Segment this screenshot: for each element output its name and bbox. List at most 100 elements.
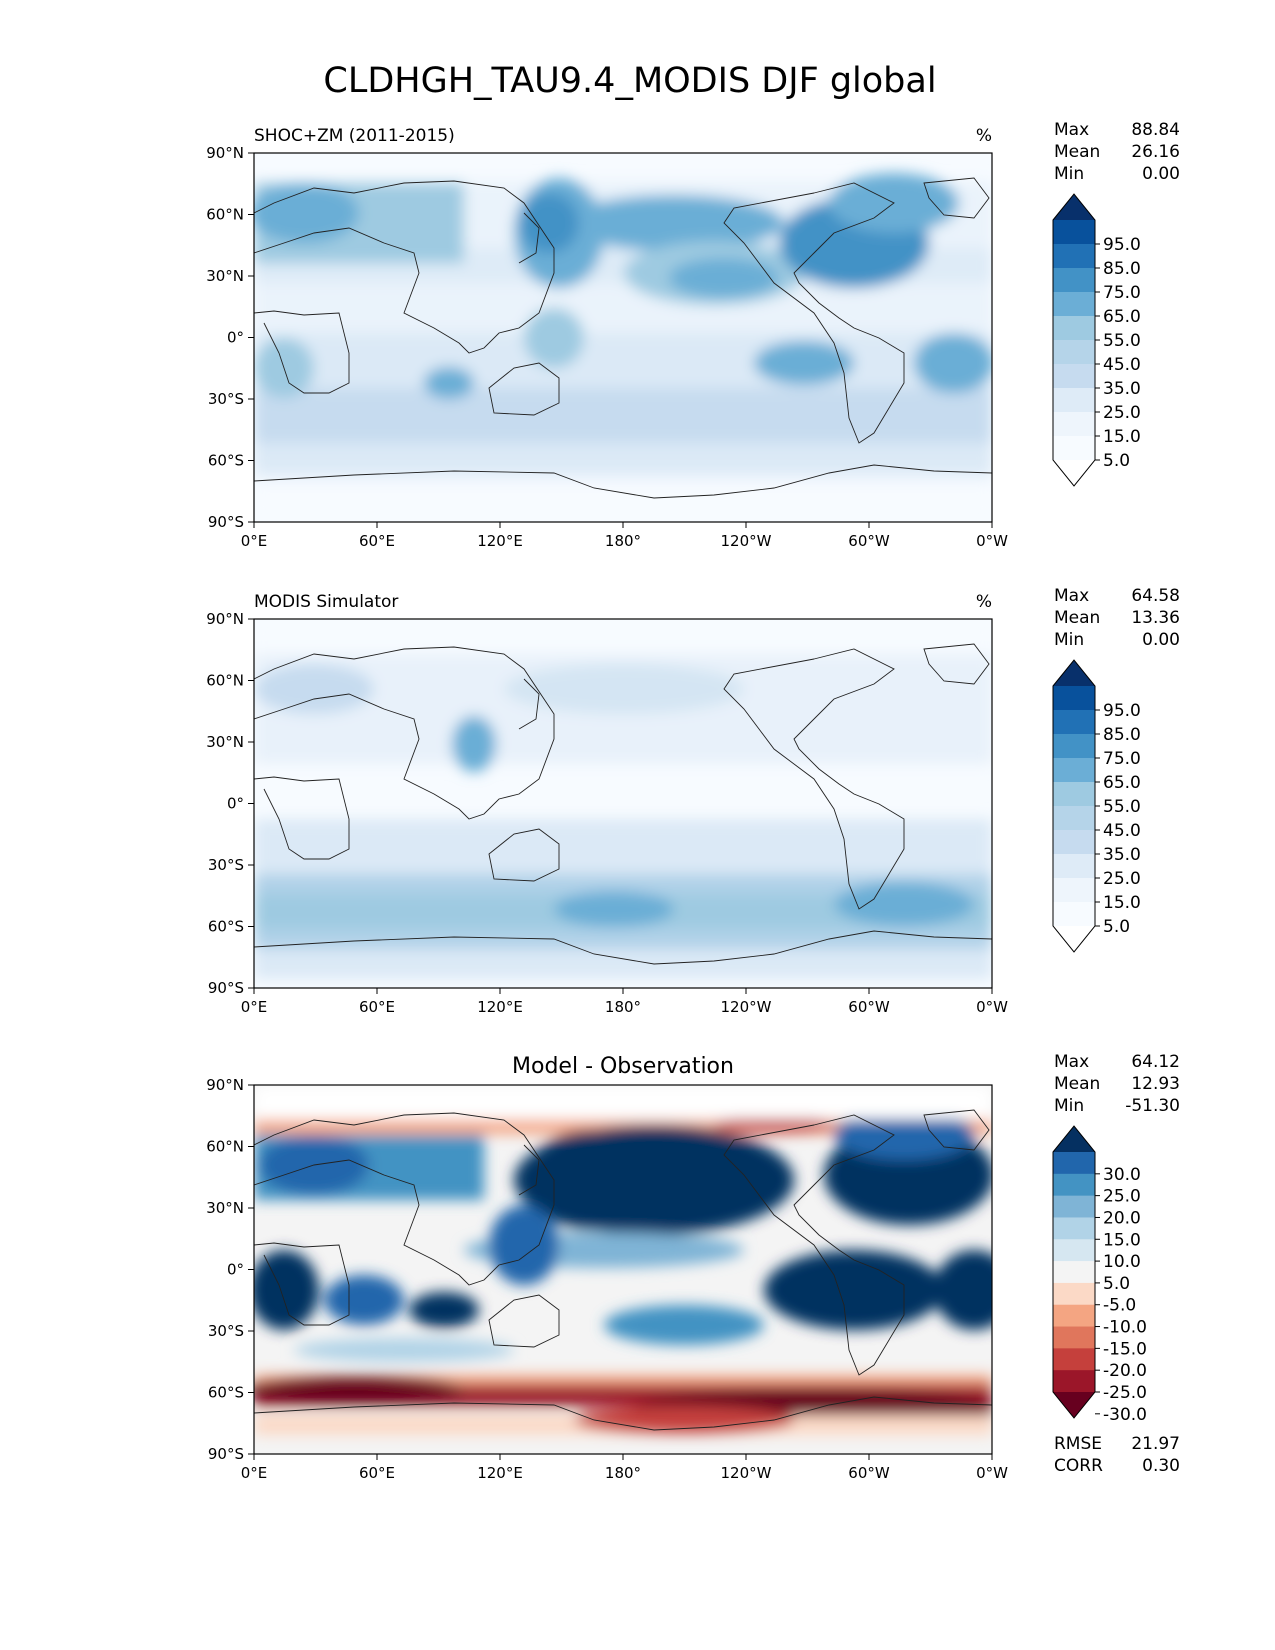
- colorbar-tick-label: 65.0: [1103, 307, 1141, 327]
- colorbar-tick-label: -30.0: [1103, 1405, 1147, 1425]
- colorbar-tick-label: 35.0: [1103, 845, 1141, 865]
- colorbar-extend-min: [1053, 926, 1095, 952]
- colorbar-swatch: [1053, 340, 1095, 365]
- colorbar-swatch: [1053, 412, 1095, 437]
- colorbar-tick-label: 75.0: [1103, 749, 1141, 769]
- colorbar-swatch: [1053, 1173, 1095, 1197]
- colorbar-tick-label: 85.0: [1103, 259, 1141, 279]
- coastlines: [254, 643, 992, 965]
- colorbar-tick-label: 25.0: [1103, 869, 1141, 889]
- stats-block: Max 64.12 Mean 12.93 Min -51.30 RMSE 21.…: [1054, 1052, 1180, 1476]
- lon-axis: 0°E 60°E 120°E 180° 120°W 60°W 0°W: [241, 522, 1008, 550]
- stat-mean-value: 13.36: [1131, 608, 1180, 628]
- colorbar-swatch: [1053, 1239, 1095, 1262]
- colorbar-tick-label: 65.0: [1103, 773, 1141, 793]
- colorbar: 30.025.020.015.010.05.0-5.0-10.0-15.0-20…: [1052, 1125, 1147, 1425]
- colorbar-tick-label: 25.0: [1103, 403, 1141, 423]
- lat-tick-label: 60°N: [206, 206, 244, 224]
- colorbar-swatch: [1053, 1217, 1095, 1240]
- colorbar-extend-max: [1053, 194, 1095, 220]
- colorbar-tick-label: 5.0: [1103, 451, 1130, 471]
- colorbar-swatch: [1053, 758, 1095, 783]
- colorbar-tick-label: 75.0: [1103, 283, 1141, 303]
- colorbar-tick-label: 5.0: [1103, 917, 1130, 937]
- colorbar-swatch: [1053, 806, 1095, 831]
- colorbar-swatch: [1053, 292, 1095, 317]
- lon-tick-label: 60°W: [848, 532, 890, 550]
- lat-tick-label: 30°N: [206, 733, 244, 751]
- lon-tick-label: 0°W: [976, 532, 1008, 550]
- colorbar-swatch: [1053, 1304, 1095, 1328]
- stats-block: Max 88.84 Mean 26.16 Min 0.00: [1054, 120, 1180, 184]
- colorbar-tick-label: -5.0: [1103, 1296, 1136, 1316]
- colorbar-tick-label: 20.0: [1103, 1208, 1141, 1228]
- colorbar-swatch: [1053, 436, 1095, 461]
- stat-corr-value: 0.30: [1142, 1456, 1180, 1476]
- lon-axis: 0°E 60°E 120°E 180° 120°W 60°W 0°W: [241, 988, 1008, 1016]
- lat-tick-label: 0°: [227, 329, 244, 347]
- coastlines: [254, 1109, 992, 1431]
- lon-tick-label: 0°E: [241, 998, 268, 1016]
- lat-axis: 90°N 60°N 30°N 0° 30°S 60°S 90°S: [206, 1076, 254, 1463]
- stat-mean-label: Mean: [1054, 1074, 1100, 1094]
- colorbar-swatch: [1053, 1152, 1095, 1175]
- lon-axis: 0°E 60°E 120°E 180° 120°W 60°W 0°W: [241, 1454, 1008, 1482]
- colorbar-swatch: [1053, 782, 1095, 807]
- colorbar-extend-max: [1053, 660, 1095, 686]
- panel-units: %: [976, 126, 992, 146]
- lat-tick-label: 90°S: [208, 513, 244, 531]
- colorbar-swatch: [1053, 1370, 1095, 1393]
- lat-tick-label: 60°N: [206, 672, 244, 690]
- colorbar-swatch: [1053, 854, 1095, 879]
- colorbar-tick-label: 95.0: [1103, 235, 1141, 255]
- colorbar-swatch: [1053, 268, 1095, 293]
- colorbar-tick-label: -20.0: [1103, 1361, 1147, 1381]
- colorbar-tick-label: 10.0: [1103, 1252, 1141, 1272]
- lat-axis: 90°N 60°N 30°N 0° 30°S 60°S 90°S: [206, 144, 254, 531]
- colorbar-tick-label: -25.0: [1103, 1383, 1147, 1403]
- colorbar-swatch: [1053, 830, 1095, 855]
- difference-field: [254, 1085, 992, 1435]
- lon-tick-label: 120°E: [477, 532, 523, 550]
- colorbar: 95.0 85.0 75.0 65.0 55.0 45.0 35.0 25.0 15.0 5.0: [1052, 659, 1141, 953]
- lon-tick-label: 120°W: [721, 1464, 772, 1482]
- panel-units: %: [976, 592, 992, 612]
- colorbar-tick-label: 15.0: [1103, 893, 1141, 913]
- colorbar-swatch: [1053, 388, 1095, 413]
- lon-tick-label: 180°: [605, 532, 641, 550]
- colorbar-tick-label: -15.0: [1103, 1339, 1147, 1359]
- lon-tick-label: 60°E: [359, 998, 395, 1016]
- stat-min-value: 0.00: [1142, 164, 1180, 184]
- lon-tick-label: 180°: [605, 998, 641, 1016]
- colorbar-swatch: [1053, 686, 1095, 711]
- colorbar-tick-label: 85.0: [1103, 725, 1141, 745]
- panel-title-left: MODIS Simulator: [254, 592, 398, 612]
- colorbar-tick-label: 30.0: [1103, 1165, 1141, 1185]
- lon-tick-label: 0°W: [976, 1464, 1008, 1482]
- colorbar-tick-label: 25.0: [1103, 1187, 1141, 1207]
- stat-max-label: Max: [1054, 120, 1089, 140]
- stat-min-label: Min: [1054, 164, 1084, 184]
- colorbar-swatch: [1053, 1261, 1095, 1284]
- lat-tick-label: 30°S: [208, 390, 244, 408]
- colorbar-swatch: [1053, 734, 1095, 759]
- colorbar-swatch: [1053, 220, 1095, 245]
- lat-tick-label: 0°: [227, 1261, 244, 1279]
- colorbar-swatch: [1053, 710, 1095, 735]
- colorbar-extend-min: [1053, 1392, 1095, 1418]
- lon-tick-label: 60°E: [359, 532, 395, 550]
- colorbar-swatch: [1053, 244, 1095, 269]
- panel-title-left: SHOC+ZM (2011-2015): [254, 126, 455, 146]
- colorbar-swatch: [1053, 1326, 1095, 1349]
- stat-mean-label: Mean: [1054, 608, 1100, 628]
- colorbar-tick-label: 45.0: [1103, 355, 1141, 375]
- lon-tick-label: 0°W: [976, 998, 1008, 1016]
- lat-tick-label: 30°S: [208, 856, 244, 874]
- colorbar-tick-label: 35.0: [1103, 379, 1141, 399]
- panel-difference: Model - Observation 90°N 60°N 30°N 0° 30°S 60…: [206, 1052, 1180, 1482]
- lat-tick-label: 30°N: [206, 267, 244, 285]
- lon-tick-label: 120°E: [477, 998, 523, 1016]
- stat-mean-value: 26.16: [1131, 142, 1180, 162]
- colorbar-tick-label: 45.0: [1103, 821, 1141, 841]
- lon-tick-label: 0°E: [241, 1464, 268, 1482]
